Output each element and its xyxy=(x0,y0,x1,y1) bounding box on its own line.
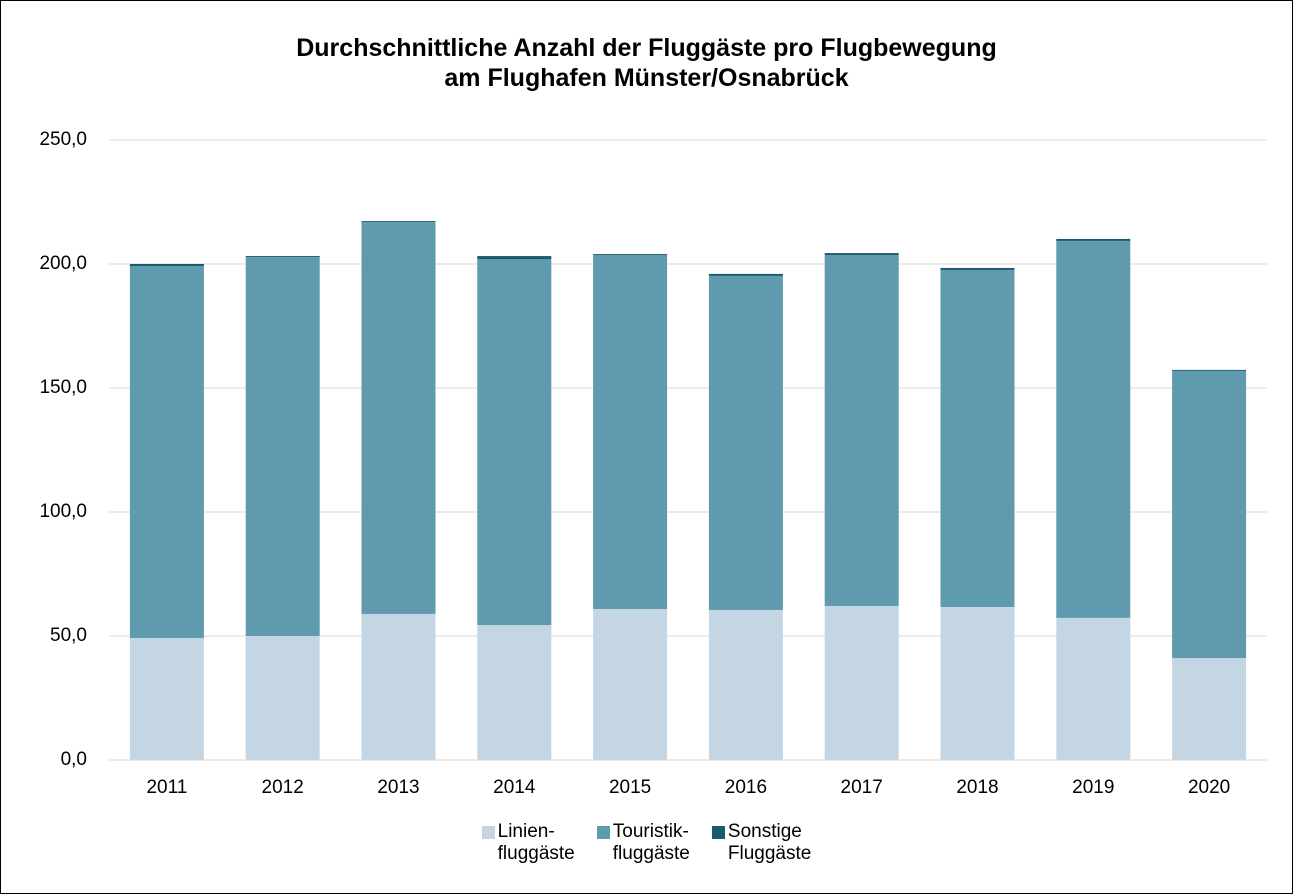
y-tick-label: 100,0 xyxy=(39,501,87,522)
bar-segment xyxy=(708,273,783,276)
bar-segment xyxy=(245,636,320,760)
bar-segment xyxy=(245,257,320,636)
bar-segment xyxy=(361,613,436,760)
bar-segment xyxy=(477,625,552,760)
bar-segment xyxy=(245,256,320,258)
x-tick-label: 2019 xyxy=(1072,777,1114,798)
x-tick-label: 2015 xyxy=(609,777,651,798)
bar-segment xyxy=(824,253,899,256)
x-tick-label: 2012 xyxy=(262,777,304,798)
bar-segment xyxy=(940,267,1015,270)
bar-segment xyxy=(593,608,668,760)
legend-label: Linien- fluggäste xyxy=(497,821,575,864)
bar-segment xyxy=(593,254,668,256)
bar-segment xyxy=(708,275,783,610)
bar-segment xyxy=(129,637,204,760)
bar-segment xyxy=(361,221,436,223)
chart-title: Durchschnittliche Anzahl der Fluggäste p… xyxy=(296,34,997,92)
x-tick-label: 2016 xyxy=(725,777,767,798)
bar-segment xyxy=(1172,370,1247,659)
bar-segment xyxy=(477,259,552,626)
x-tick-label: 2020 xyxy=(1188,777,1230,798)
bar-segment xyxy=(824,255,899,606)
legend: Linien- fluggäste Touristik- fluggäste Son… xyxy=(1,821,1292,865)
legend-item: Sonstige Fluggäste xyxy=(711,821,812,865)
bar-segment xyxy=(129,265,204,638)
bar-segment xyxy=(824,605,899,760)
bar-segment xyxy=(1056,240,1131,618)
x-tick-label: 2017 xyxy=(841,777,883,798)
y-tick-label: 50,0 xyxy=(50,625,87,646)
legend-swatch xyxy=(481,826,495,839)
y-tick-label: 150,0 xyxy=(39,377,87,398)
legend-label: Touristik- fluggäste xyxy=(612,821,690,864)
bar-segment xyxy=(1172,658,1247,760)
x-tick-label: 2018 xyxy=(956,777,998,798)
bar-segment xyxy=(1056,238,1131,241)
bar-segment xyxy=(940,269,1015,607)
bar-segment xyxy=(1056,617,1131,760)
y-tick-label: 0,0 xyxy=(61,749,87,770)
bar-segment xyxy=(361,222,436,614)
x-tick-label: 2014 xyxy=(493,777,536,798)
bar-segment xyxy=(129,264,204,266)
bar-segment xyxy=(593,255,668,609)
legend-label: Sonstige Fluggäste xyxy=(727,821,812,864)
bar-segment xyxy=(940,606,1015,760)
legend-item: Touristik- fluggäste xyxy=(596,821,690,865)
legend-swatch xyxy=(711,826,725,839)
bar-segment xyxy=(477,256,552,260)
legend-item: Linien- fluggäste xyxy=(481,821,575,865)
y-tick-label: 200,0 xyxy=(39,253,87,274)
bar-segment xyxy=(708,609,783,760)
y-tick-label: 250,0 xyxy=(39,129,87,150)
x-tick-label: 2011 xyxy=(146,777,187,798)
x-tick-label: 2013 xyxy=(377,777,419,798)
legend-swatch xyxy=(596,826,610,839)
bar-segment xyxy=(1172,369,1247,371)
